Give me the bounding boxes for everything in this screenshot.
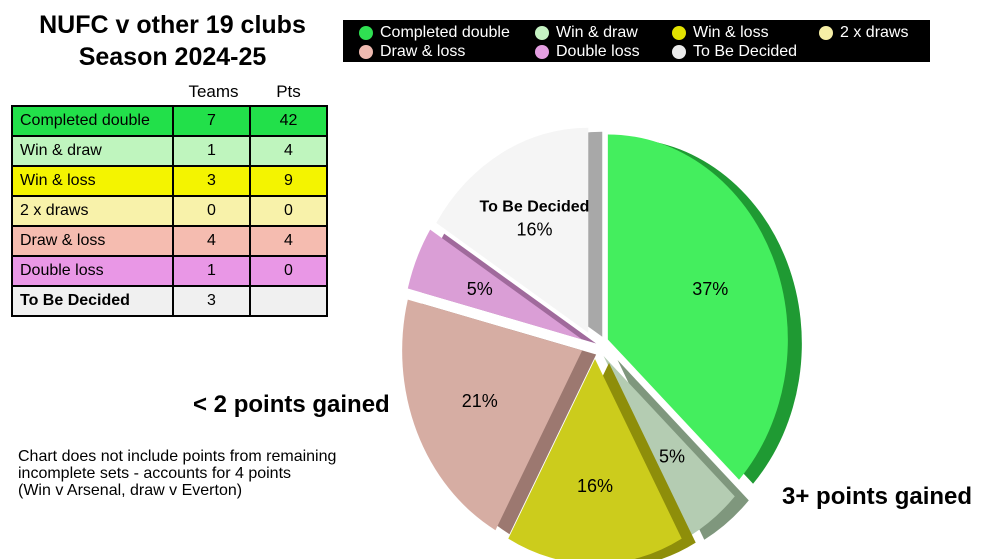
- row-pts: 0: [249, 255, 328, 287]
- legend-item: Draw & loss: [359, 43, 465, 61]
- pie-slice: [603, 356, 749, 540]
- legend-swatch: [359, 26, 373, 40]
- row-label: Double loss: [11, 255, 174, 287]
- slice-value-label: 5%: [659, 446, 685, 466]
- footnote: Chart does not include points from remai…: [18, 448, 336, 499]
- row-label: Win & loss: [11, 165, 174, 197]
- table-row: Win & loss 3 9: [11, 165, 328, 197]
- pie-slice: [407, 229, 597, 344]
- pie-slice-face: [607, 134, 788, 480]
- slice-value-label: 16%: [516, 219, 552, 239]
- legend-label: To Be Decided: [693, 43, 798, 60]
- row-label: Win & draw: [11, 135, 174, 167]
- slice-value-label: 16%: [577, 476, 613, 496]
- summary-table: Completed double 7 42 Win & draw 1 4 Win…: [11, 105, 328, 317]
- legend-item: Win & draw: [535, 24, 638, 42]
- table-row: 2 x draws 0 0: [11, 195, 328, 227]
- legend-swatch: [535, 26, 549, 40]
- row-teams: 1: [172, 255, 251, 287]
- legend-label: Win & draw: [556, 24, 638, 41]
- row-pts: 0: [249, 195, 328, 227]
- chart-title: NUFC v other 19 clubs: [39, 11, 306, 39]
- legend-swatch: [535, 45, 549, 59]
- legend-item: Completed double: [359, 24, 510, 42]
- row-pts: [249, 285, 328, 317]
- row-teams: 1: [172, 135, 251, 167]
- legend-item: Win & loss: [672, 24, 769, 42]
- legend-label: Completed double: [380, 24, 510, 41]
- upper-points-annotation: 3+ points gained: [782, 483, 973, 510]
- pie-slice-face: [508, 359, 682, 559]
- pie-slice-face: [436, 127, 589, 333]
- legend-label: Draw & loss: [380, 43, 466, 60]
- row-teams: 3: [172, 165, 251, 197]
- legend-swatch: [672, 45, 686, 59]
- legend-swatch: [359, 45, 373, 59]
- table-row: Completed double 7 42: [11, 105, 328, 137]
- table-row: Double loss 1 0: [11, 255, 328, 287]
- row-label: 2 x draws: [11, 195, 174, 227]
- row-label: Draw & loss: [11, 225, 174, 257]
- row-pts: 4: [249, 225, 328, 257]
- legend-swatch: [672, 26, 686, 40]
- row-teams: 0: [172, 195, 251, 227]
- row-pts: 9: [249, 165, 328, 197]
- footnote-line: (Win v Arsenal, draw v Everton): [18, 482, 243, 499]
- slice-value-label: 37%: [692, 279, 728, 299]
- chart-subtitle: Season 2024-25: [78, 43, 267, 71]
- legend-label: Double loss: [556, 43, 640, 60]
- pie-slice: [402, 299, 597, 535]
- legend-item: 2 x draws: [819, 24, 908, 42]
- legend-label: 2 x draws: [840, 24, 909, 41]
- footnote-line: incomplete sets - accounts for 4 points: [18, 465, 292, 482]
- pie-slice-face: [603, 356, 735, 536]
- table-row: Draw & loss 4 4: [11, 225, 328, 257]
- row-label: Completed double: [11, 105, 174, 137]
- row-pts: 42: [249, 105, 328, 137]
- row-teams: 4: [172, 225, 251, 257]
- chart-legend: Completed double Win & draw Win & loss 2…: [343, 20, 930, 62]
- teams-column-header: Teams: [188, 82, 239, 101]
- pie-slice: [508, 359, 696, 559]
- slice-title-label: To Be Decided: [480, 198, 590, 215]
- pie-slice: [607, 134, 802, 484]
- legend-item: Double loss: [535, 43, 640, 61]
- legend-item: To Be Decided: [672, 43, 797, 61]
- pie-slice-face: [402, 299, 583, 531]
- table-row: Win & draw 1 4: [11, 135, 328, 167]
- pie-slice-face: [407, 229, 583, 340]
- slice-value-label: 21%: [462, 391, 498, 411]
- legend-label: Win & loss: [693, 24, 769, 41]
- legend-swatch: [819, 26, 833, 40]
- lower-points-annotation: < 2 points gained: [193, 391, 390, 418]
- row-teams: 3: [172, 285, 251, 317]
- row-pts: 4: [249, 135, 328, 167]
- table-row: To Be Decided 3: [11, 285, 328, 317]
- row-teams: 7: [172, 105, 251, 137]
- row-label: To Be Decided: [11, 285, 174, 317]
- pts-column-header: Pts: [276, 82, 301, 101]
- pie-slice: [436, 127, 603, 337]
- footnote-line: Chart does not include points from remai…: [18, 448, 337, 465]
- slice-value-label: 5%: [467, 279, 493, 299]
